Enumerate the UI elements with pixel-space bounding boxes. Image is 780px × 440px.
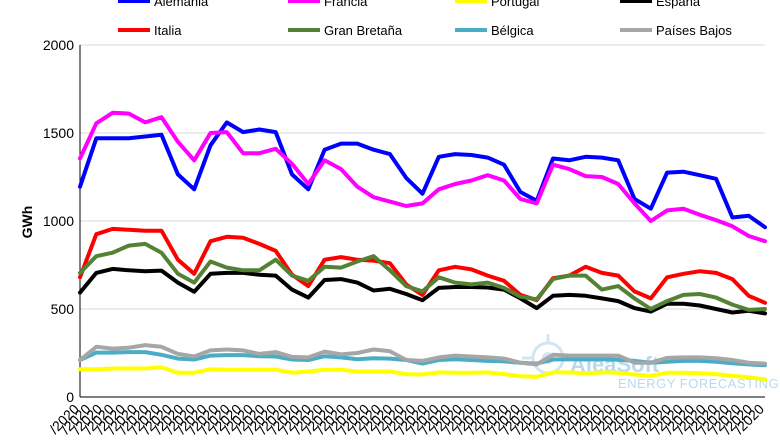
legend-label-b-lgica: Bélgica — [491, 23, 534, 38]
series-line-portugal — [78, 365, 767, 382]
legend-label-pa-ses-bajos: Países Bajos — [656, 23, 732, 38]
watermark-tagline: ENERGY FORECASTING — [618, 376, 779, 391]
y-axis-title: GWh — [19, 206, 35, 239]
y-tick-label: 2000 — [43, 37, 74, 53]
legend-label-italia: Italia — [154, 23, 182, 38]
axes — [79, 45, 765, 398]
legend-label-alemania: Alemania — [154, 0, 209, 9]
legend: Alemania Francia Portugal España Italia Gran … — [118, 0, 732, 38]
series-line-italia — [78, 226, 767, 305]
series-line-francia — [78, 110, 767, 244]
x-axis-ticks: /2020/2020/2020/2020/2020/2020/2020/2020… — [46, 401, 767, 437]
series-line-alemania — [78, 120, 767, 230]
y-tick-label: 0 — [66, 389, 74, 405]
series-line-espa-a — [78, 266, 767, 316]
y-axis-ticks: 0 500 1000 1500 2000 — [43, 37, 74, 405]
legend-label-gran-breta-a: Gran Bretaña — [324, 23, 403, 38]
series-line-gran-breta-a — [78, 241, 767, 312]
y-tick-label: 500 — [51, 301, 75, 317]
y-tick-label: 1000 — [43, 213, 74, 229]
legend-label-francia: Francia — [324, 0, 368, 9]
legend-label-portugal: Portugal — [491, 0, 540, 9]
series-line-pa-ses-bajos — [78, 343, 767, 367]
legend-label-espa-a: España — [656, 0, 701, 9]
series-lines — [78, 110, 767, 382]
y-tick-label: 1500 — [43, 125, 74, 141]
